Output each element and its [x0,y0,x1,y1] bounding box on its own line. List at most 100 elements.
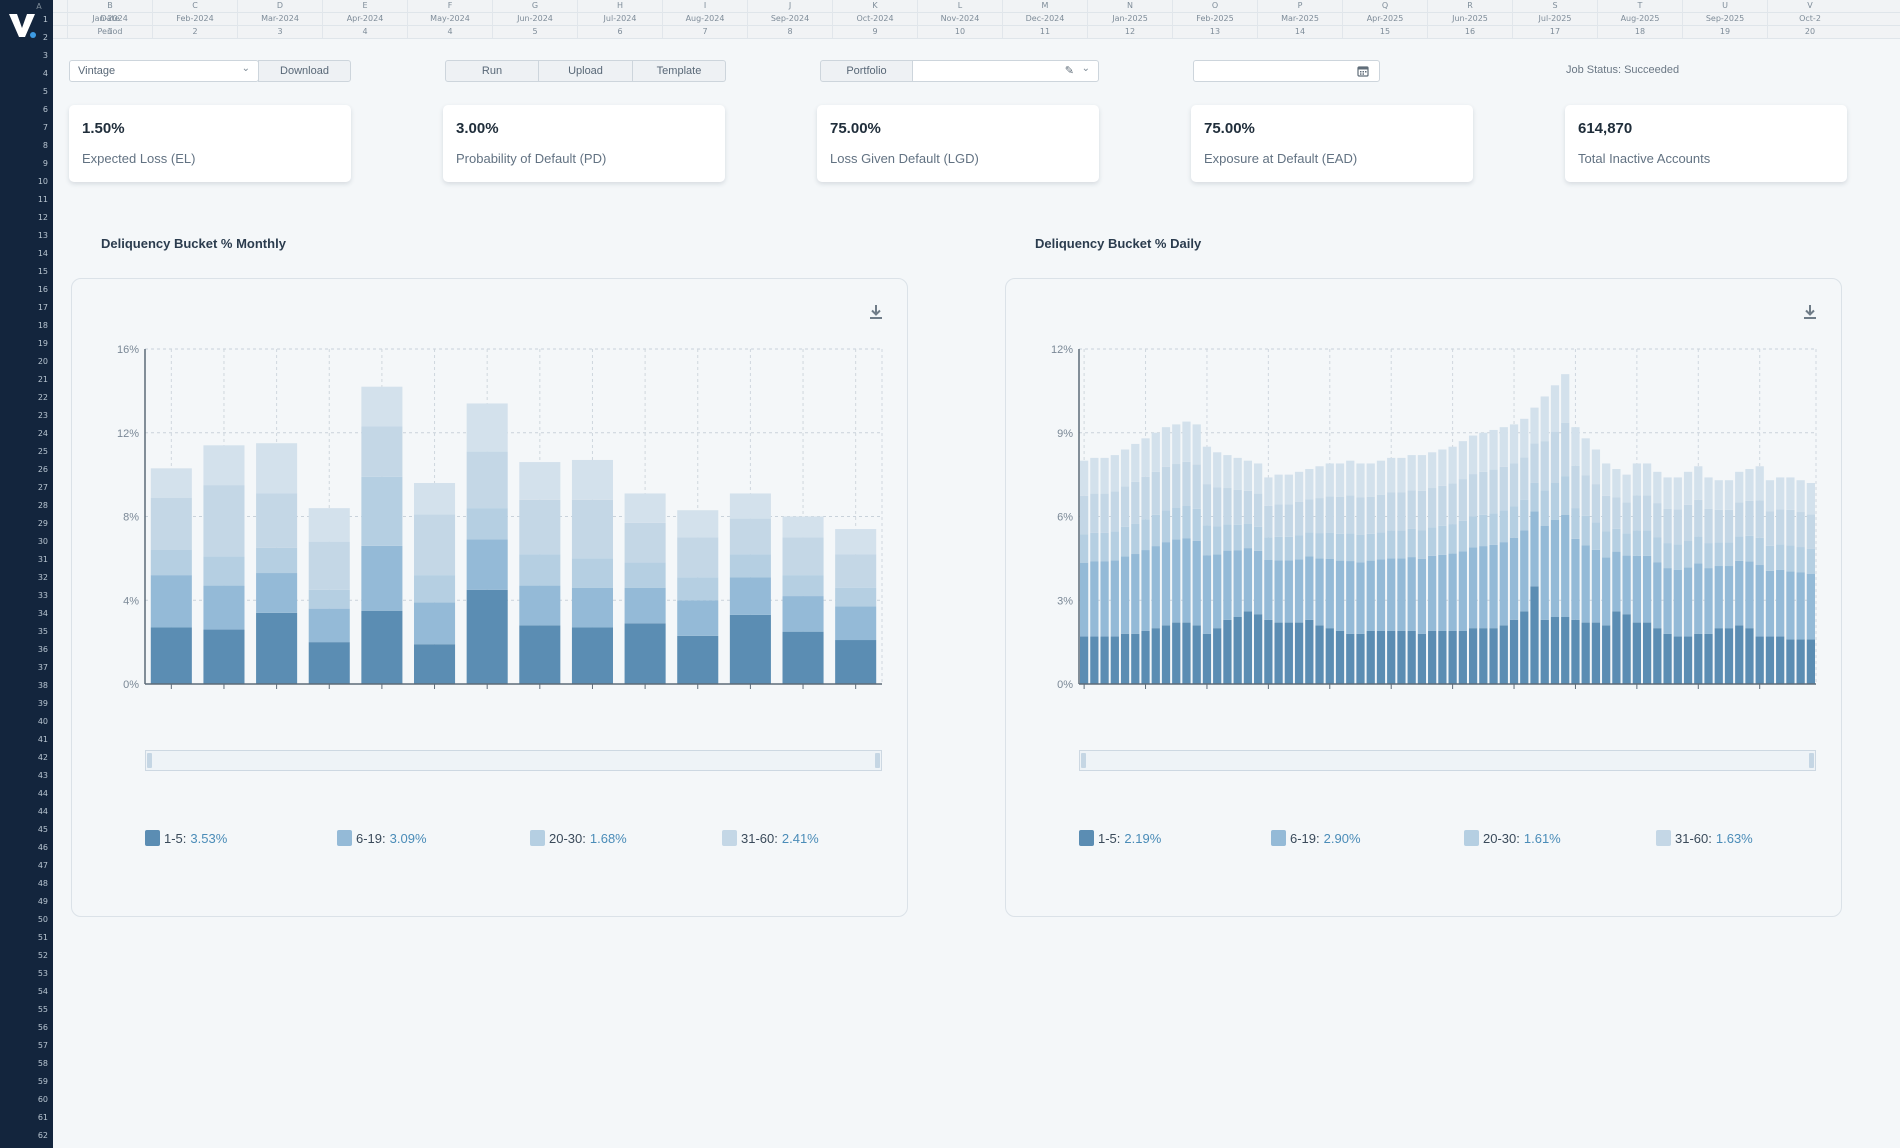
legend-item-1-5[interactable]: 1-5: 3.53% [145,830,227,846]
legend-item-1-5[interactable]: 1-5: 2.19% [1079,830,1161,846]
row-number[interactable]: 17 [37,303,48,312]
legend-item-31-60[interactable]: 31-60: 2.41% [722,830,819,846]
col-letter[interactable]: D [276,1,284,10]
period-cell[interactable]: 1 [107,27,113,36]
row-number[interactable]: 62 [37,1131,48,1140]
period-cell[interactable]: 19 [1719,27,1731,36]
date-cell[interactable]: Aug-2024 [685,14,725,23]
vintage-select[interactable]: Vintage ⌄ [69,60,259,82]
row-number[interactable]: 40 [37,717,48,726]
portfolio-select[interactable]: ✎ ⌄ [912,60,1099,82]
col-letter[interactable]: R [1467,1,1473,10]
row-number[interactable]: 1 [42,15,48,24]
period-cell[interactable]: 18 [1634,27,1646,36]
row-number[interactable]: 52 [37,951,48,960]
slider-handle-left[interactable] [147,753,152,768]
row-number[interactable]: 53 [37,969,48,978]
row-number[interactable]: 25 [37,447,48,456]
period-cell[interactable]: 5 [532,27,538,36]
col-letter[interactable]: O [1211,1,1219,10]
period-cell[interactable]: 10 [954,27,966,36]
col-letter[interactable]: E [362,1,368,10]
date-cell[interactable]: Sep-2024 [770,14,810,23]
date-picker-input[interactable] [1193,60,1380,82]
date-cell[interactable]: Dec-2024 [1025,14,1065,23]
row-number[interactable]: 31 [37,555,48,564]
row-number[interactable]: 47 [37,861,48,870]
row-number[interactable]: 3 [42,51,48,60]
row-number[interactable]: 18 [37,321,48,330]
col-letter-a[interactable]: A [36,2,42,11]
date-cell[interactable]: Jan-2024 [92,14,128,23]
row-number[interactable]: 58 [37,1059,48,1068]
period-cell[interactable]: 12 [1124,27,1136,36]
col-letter[interactable]: Q [1381,1,1389,10]
period-cell[interactable]: 9 [872,27,878,36]
legend-item-20-30[interactable]: 20-30: 1.61% [1464,830,1561,846]
period-cell[interactable]: 14 [1294,27,1306,36]
row-number[interactable]: 28 [37,501,48,510]
row-number[interactable]: 33 [37,591,48,600]
legend-item-6-19[interactable]: 6-19: 3.09% [337,830,427,846]
col-letter[interactable]: K [872,1,878,10]
row-number[interactable]: 14 [37,249,48,258]
period-cell[interactable]: 4 [362,27,368,36]
row-number[interactable]: 43 [37,771,48,780]
row-number[interactable]: 10 [37,177,48,186]
period-cell[interactable]: 4 [447,27,453,36]
row-number[interactable]: 12 [37,213,48,222]
app-logo[interactable] [6,10,42,42]
date-cell[interactable]: Jul-2025 [1538,14,1572,23]
col-letter[interactable]: G [531,1,539,10]
download-icon[interactable] [1801,303,1819,321]
row-number[interactable]: 38 [37,681,48,690]
row-number[interactable]: 24 [37,429,48,438]
pen-icon[interactable]: ✎ [1064,65,1074,77]
row-number[interactable]: 11 [37,195,48,204]
date-cell[interactable]: Oct-2024 [856,14,894,23]
period-cell[interactable]: 11 [1039,27,1051,36]
download-button[interactable]: Download [258,60,351,82]
template-button[interactable]: Template [633,60,726,82]
row-number[interactable]: 23 [37,411,48,420]
row-number[interactable]: 54 [37,987,48,996]
monthly-zoom-slider[interactable] [145,750,882,771]
row-number[interactable]: 22 [37,393,48,402]
col-letter[interactable]: U [1722,1,1728,10]
slider-handle-right[interactable] [875,753,880,768]
slider-handle-right[interactable] [1809,753,1814,768]
row-number[interactable]: 55 [37,1005,48,1014]
row-number[interactable]: 51 [37,933,48,942]
period-cell[interactable]: 6 [617,27,623,36]
date-cell[interactable]: Sep-2025 [1705,14,1745,23]
row-number[interactable]: 60 [37,1095,48,1104]
row-number[interactable]: 7 [42,123,48,132]
period-cell[interactable]: 17 [1549,27,1561,36]
row-number[interactable]: 41 [37,735,48,744]
row-number[interactable]: 27 [37,483,48,492]
date-cell[interactable]: Feb-2025 [1196,14,1234,23]
period-cell[interactable]: 20 [1804,27,1816,36]
legend-item-20-30[interactable]: 20-30: 1.68% [530,830,627,846]
period-cell[interactable]: 15 [1379,27,1391,36]
period-cell[interactable]: 2 [192,27,198,36]
col-letter[interactable]: F [447,1,453,10]
col-letter[interactable]: M [1041,1,1049,10]
row-number[interactable]: 34 [37,609,48,618]
row-number[interactable]: 48 [37,879,48,888]
row-number[interactable]: 36 [37,645,48,654]
row-number[interactable]: 44 [37,789,48,798]
upload-button[interactable]: Upload [539,60,633,82]
date-cell[interactable]: Nov-2024 [940,14,980,23]
row-number[interactable]: 19 [37,339,48,348]
date-cell[interactable]: May-2024 [430,14,470,23]
row-number[interactable]: 37 [37,663,48,672]
col-letter[interactable]: P [1297,1,1303,10]
date-cell[interactable]: Mar-2024 [261,14,299,23]
date-cell[interactable]: Aug-2025 [1620,14,1660,23]
row-number[interactable]: 4 [42,69,48,78]
date-cell[interactable]: Jan-2025 [1112,14,1148,23]
row-number[interactable]: 46 [37,843,48,852]
date-cell[interactable]: Apr-2025 [1366,14,1404,23]
row-number[interactable]: 59 [37,1077,48,1086]
